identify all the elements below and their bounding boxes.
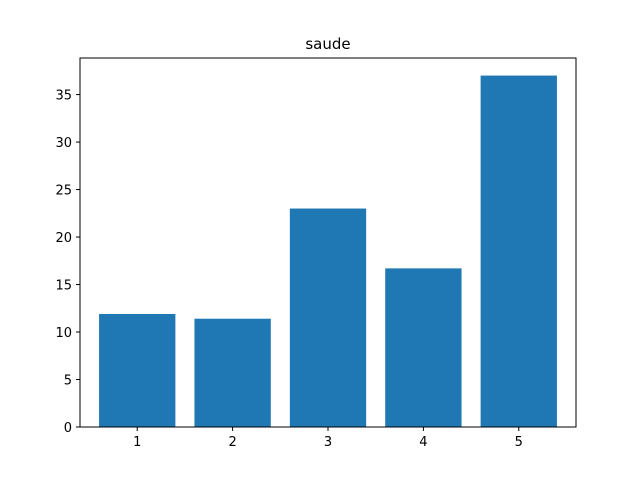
bar-2 (194, 318, 271, 427)
y-tick-label-5: 5 (64, 374, 72, 389)
y-tick-label-25: 25 (55, 184, 72, 199)
bar-5 (480, 75, 557, 428)
y-tick-label-15: 15 (55, 279, 72, 294)
bar-4 (385, 268, 462, 427)
x-tick-label-5: 5 (515, 435, 523, 450)
y-tick-label-0: 0 (64, 421, 72, 436)
axes-layer: 1 2 3 4 5 0 5 10 15 20 25 30 35 (55, 57, 577, 450)
y-tick-label-30: 30 (55, 136, 72, 151)
bar-1 (99, 313, 176, 427)
bars-layer (99, 75, 557, 428)
bar-3 (289, 208, 367, 427)
x-tick-label-3: 3 (324, 435, 332, 450)
y-tick-label-35: 35 (55, 89, 72, 104)
y-tick-label-20: 20 (55, 231, 72, 246)
x-tick-label-1: 1 (133, 435, 141, 450)
y-tick-label-10: 10 (55, 326, 72, 341)
x-tick-label-4: 4 (419, 435, 427, 450)
x-tick-label-2: 2 (228, 435, 236, 450)
chart-title: saude (305, 35, 350, 53)
